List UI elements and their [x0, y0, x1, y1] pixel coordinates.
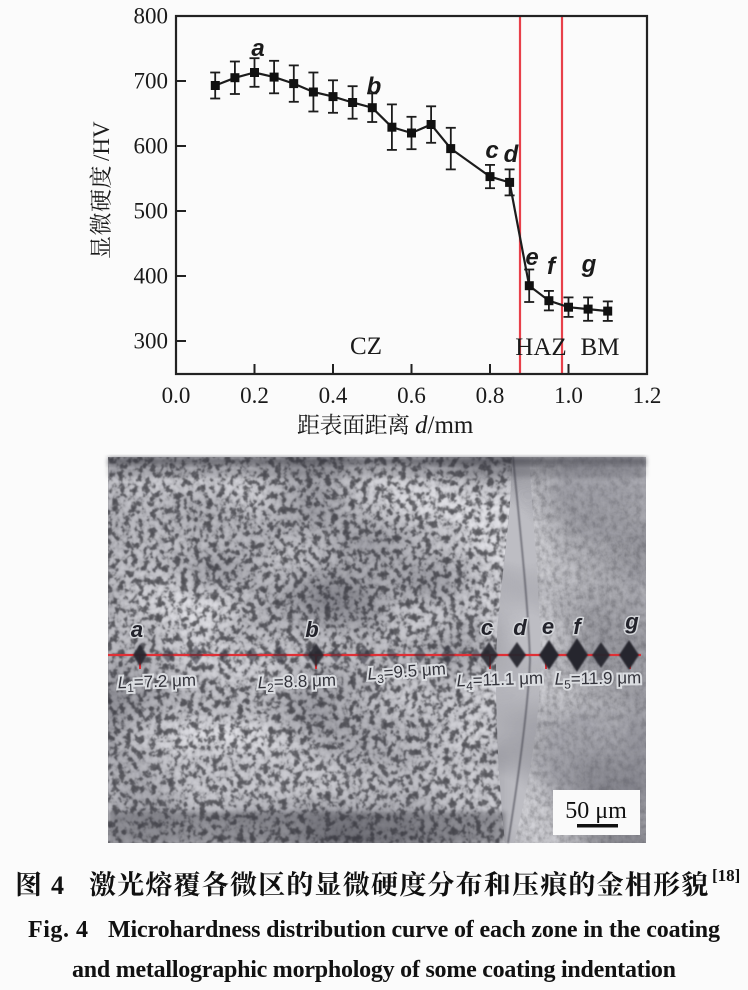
svg-text:L5=11.9 μm: L5=11.9 μm	[554, 668, 641, 692]
svg-text:0.8: 0.8	[476, 383, 505, 408]
svg-text:a: a	[131, 617, 143, 642]
svg-text:e: e	[542, 614, 554, 639]
svg-text:1.2: 1.2	[633, 383, 662, 408]
svg-text:CZ: CZ	[350, 333, 382, 360]
svg-text:L1=7.2 μm: L1=7.2 μm	[117, 671, 196, 696]
svg-text:b: b	[367, 73, 382, 100]
svg-text:600: 600	[134, 134, 169, 159]
svg-text:1.0: 1.0	[554, 383, 583, 408]
svg-text:b: b	[305, 617, 318, 642]
svg-text:c: c	[481, 615, 493, 640]
svg-text:f: f	[547, 253, 557, 280]
svg-text:0.2: 0.2	[240, 383, 269, 408]
svg-text:0.6: 0.6	[397, 383, 426, 408]
svg-text:and metallographic morphology: and metallographic morphology of some co…	[72, 957, 676, 983]
svg-text:L2=8.8 μm: L2=8.8 μm	[257, 671, 336, 696]
svg-text:Microhardness distribution cur: Microhardness distribution curve of each…	[108, 917, 720, 943]
svg-text:BM: BM	[581, 334, 620, 361]
svg-text:500: 500	[134, 199, 169, 224]
svg-text:g: g	[581, 251, 597, 278]
svg-text:g: g	[624, 609, 639, 634]
svg-text:e: e	[525, 244, 538, 271]
svg-text:4: 4	[51, 871, 64, 900]
svg-text:400: 400	[134, 264, 169, 289]
svg-text:d: d	[504, 141, 520, 168]
svg-text:L4=11.1 μm: L4=11.1 μm	[456, 668, 543, 693]
svg-text:d/mm: d/mm	[415, 412, 474, 439]
svg-text:HAZ: HAZ	[515, 334, 566, 361]
svg-text:Fig. 4: Fig. 4	[28, 917, 88, 943]
svg-text:c: c	[485, 137, 498, 164]
svg-text:L3=9.5 μm: L3=9.5 μm	[367, 659, 447, 686]
svg-text:0.4: 0.4	[319, 383, 348, 408]
svg-text:700: 700	[134, 69, 169, 94]
svg-text:a: a	[251, 35, 264, 62]
svg-text:/HV: /HV	[89, 121, 114, 161]
svg-text:300: 300	[134, 329, 169, 354]
svg-text:50 μm: 50 μm	[565, 798, 627, 824]
svg-text:800: 800	[134, 4, 169, 29]
svg-text:[18]: [18]	[712, 866, 740, 885]
svg-text:d: d	[513, 615, 527, 640]
svg-text:0.0: 0.0	[162, 383, 191, 408]
